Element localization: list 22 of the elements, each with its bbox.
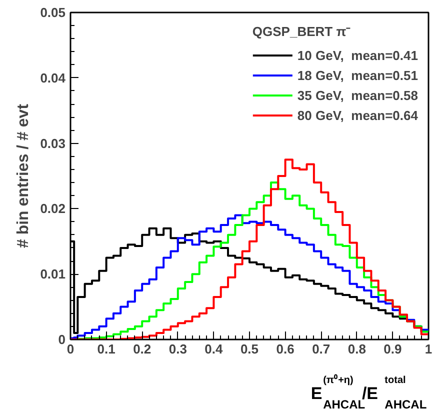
x-tick-label: 0.2: [133, 342, 152, 356]
x-tick-label: 0.6: [276, 342, 294, 356]
legend-label: 10 GeV, mean=0.41: [297, 48, 418, 62]
x-tick-label: 0.4: [204, 342, 224, 356]
legend-label: 35 GeV, mean=0.58: [297, 88, 418, 102]
x-tick-label: 0.3: [168, 342, 187, 356]
x-tick-label: 0.9: [384, 342, 402, 356]
x-tick-label: 0.1: [97, 342, 116, 356]
legend-label: 80 GeV, mean=0.64: [297, 108, 418, 122]
y-tick-label: 0.05: [40, 5, 66, 20]
x-tick-label: 0.8: [348, 342, 366, 356]
y-tick-label: 0.04: [40, 70, 66, 86]
x-tick-label: 0.7: [312, 342, 330, 356]
y-axis-title: # bin entries / # evt: [15, 103, 32, 248]
legend-title: QGSP_BERT π⁻: [252, 23, 352, 40]
y-tick-label: 0.02: [40, 201, 66, 216]
x-tick-label: 0.5: [240, 342, 259, 356]
y-tick-label: 0.01: [40, 266, 66, 282]
legend-label: 18 GeV, mean=0.51: [297, 68, 418, 82]
x-tick-label: 1: [424, 342, 432, 356]
y-tick-label: 0: [58, 332, 66, 347]
y-tick-label: 0.03: [40, 136, 66, 151]
